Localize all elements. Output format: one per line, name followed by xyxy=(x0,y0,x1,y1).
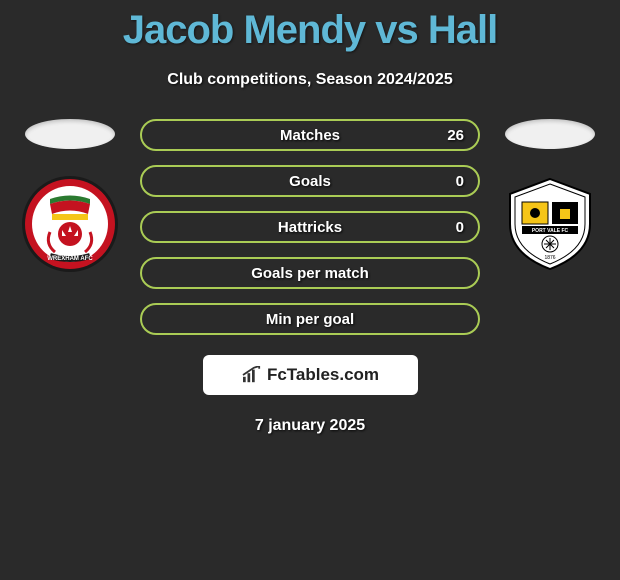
right-side: PORT VALE FC 1876 xyxy=(500,119,600,274)
date-text: 7 january 2025 xyxy=(0,417,620,435)
right-crest: PORT VALE FC 1876 xyxy=(500,174,600,274)
stat-row: Goals per match xyxy=(140,257,480,289)
left-side: WREXHAM AFC xyxy=(20,119,120,274)
svg-text:WREXHAM AFC: WREXHAM AFC xyxy=(47,256,93,262)
content-row: WREXHAM AFC Matches 26 Goals 0 Hattricks… xyxy=(0,119,620,335)
stat-label: Min per goal xyxy=(266,311,354,328)
stat-label: Goals per match xyxy=(251,265,369,282)
stat-value-right: 26 xyxy=(447,127,464,144)
brand-text: FcTables.com xyxy=(267,365,379,385)
brand-logo: FcTables.com xyxy=(203,355,418,395)
stat-value-right: 0 xyxy=(456,173,464,190)
stat-row: Goals 0 xyxy=(140,165,480,197)
stat-row: Hattricks 0 xyxy=(140,211,480,243)
stat-label: Matches xyxy=(280,127,340,144)
stat-row: Min per goal xyxy=(140,303,480,335)
left-crest: WREXHAM AFC xyxy=(20,174,120,274)
svg-text:PORT VALE FC: PORT VALE FC xyxy=(532,228,569,234)
stats-list: Matches 26 Goals 0 Hattricks 0 Goals per… xyxy=(140,119,480,335)
left-avatar xyxy=(25,119,115,149)
svg-text:1876: 1876 xyxy=(544,255,555,261)
stat-value-right: 0 xyxy=(456,219,464,236)
subtitle: Club competitions, Season 2024/2025 xyxy=(0,71,620,89)
chart-icon xyxy=(241,366,263,384)
stat-row: Matches 26 xyxy=(140,119,480,151)
stat-label: Goals xyxy=(289,173,331,190)
stat-label: Hattricks xyxy=(278,219,342,236)
page-title: Jacob Mendy vs Hall xyxy=(0,0,620,53)
right-avatar xyxy=(505,119,595,149)
